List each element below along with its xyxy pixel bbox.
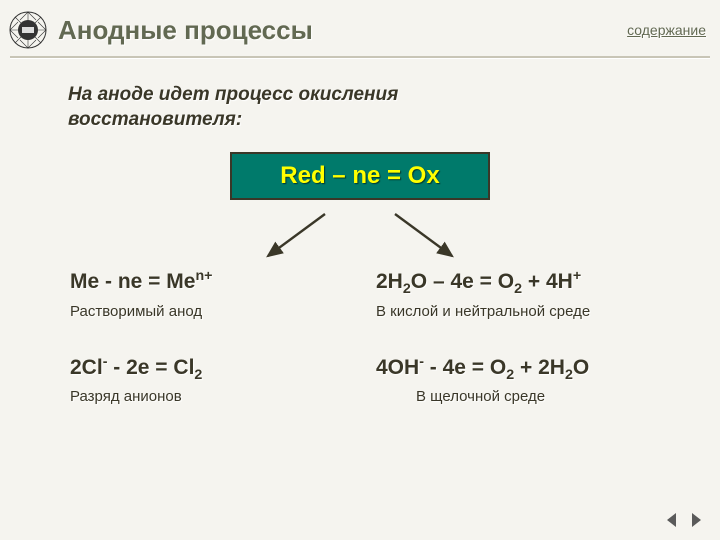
subtitle: На аноде идет процесс окисления восстано… (68, 83, 720, 132)
next-icon[interactable] (686, 510, 706, 530)
subtitle-line2: восстановителя: (68, 109, 242, 130)
nav-controls (662, 510, 706, 530)
desc-4: В щелочной среде (376, 388, 670, 405)
prev-icon[interactable] (662, 510, 682, 530)
equation-1: Ме - nе = Меn+ (70, 268, 364, 296)
desc-2: В кислой и нейтральной среде (376, 303, 670, 320)
branch-arrows (0, 210, 720, 262)
divider (10, 56, 710, 59)
logo-icon (8, 10, 48, 50)
contents-link[interactable]: содержание (627, 22, 706, 38)
equation-2: 2H2O – 4e = O2 + 4H+ (376, 268, 670, 296)
desc-1: Растворимый анод (70, 303, 364, 320)
page-title: Анодные процессы (58, 15, 627, 46)
desc-3: Разряд анионов (70, 388, 364, 405)
equation-3: 2Cl- - 2e = Cl2 (70, 354, 364, 382)
main-formula-box: Red – ne = Ox (230, 152, 490, 200)
subtitle-line1: На аноде идет процесс окисления (68, 84, 398, 105)
equation-4: 4OH- - 4e = O2 + 2H2O (376, 354, 670, 382)
equations-grid: Ме - nе = Меn+ 2H2O – 4e = O2 + 4H+ Раст… (0, 268, 720, 433)
header: Анодные процессы содержание (0, 0, 720, 56)
